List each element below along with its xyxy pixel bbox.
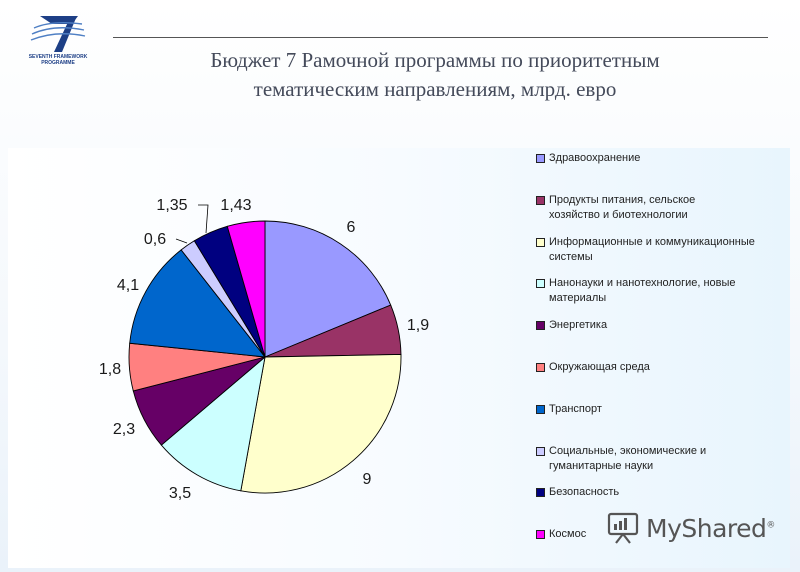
legend-label: Энергетика — [549, 319, 608, 332]
legend-item: Безопасность — [536, 485, 794, 500]
legend-label: Социальные, экономические и гуманитарные … — [549, 444, 707, 472]
legend-swatch — [536, 321, 545, 331]
legend-label: Здравоохранение — [549, 152, 641, 164]
pie-data-label: 4,1 — [117, 277, 139, 294]
legend-item: Информационные и коммуникационные системы — [536, 235, 794, 265]
page-title-line2: тематическим направлениям, млрд. евро — [253, 77, 617, 101]
pie-data-label: 1,8 — [99, 361, 121, 378]
label-leader-line — [175, 238, 188, 244]
seven-logo-icon — [30, 16, 86, 52]
pie-data-label: 2,3 — [113, 421, 135, 438]
logo-text-line1: SEVENTH FRAMEWORK — [28, 54, 88, 60]
myshared-watermark: MyShared® — [606, 508, 775, 548]
title-divider — [113, 37, 768, 38]
page-title-line1: Бюджет 7 Рамочной программы по приоритет… — [210, 48, 660, 72]
pie-slice — [226, 220, 266, 358]
pie-data-label: 1,43 — [220, 197, 251, 214]
pie-slice — [264, 220, 392, 358]
legend-item: Окружающая среда — [536, 360, 794, 375]
pie-slice — [129, 249, 267, 358]
legend-label: Окружающая среда — [549, 361, 650, 373]
pie-data-label: 1,35 — [156, 197, 187, 214]
legend-label: Космос — [549, 528, 587, 541]
legend-swatch — [536, 488, 545, 498]
legend-item: Здравоохранение — [536, 151, 794, 166]
pie-data-label: 0,6 — [144, 231, 166, 248]
pie-data-label: 9 — [363, 471, 372, 488]
legend-label: Продукты питания, сельское хозяйство и би… — [549, 193, 696, 221]
legend-label: Транспорт — [549, 402, 602, 415]
page-title: Бюджет 7 Рамочной программы по приоритет… — [100, 46, 770, 104]
legend-label: Безопасность — [549, 486, 620, 499]
legend-item: Социальные, экономические и гуманитарные … — [536, 444, 794, 474]
label-leader-line — [198, 204, 209, 234]
pie-slice — [240, 354, 402, 494]
legend-label: Нанонауки и нанотехнологие, новые материа… — [549, 277, 736, 305]
legend-swatch — [536, 279, 545, 289]
legend-swatch — [536, 195, 545, 205]
legend-item: Продукты питания, сельское хозяйство и би… — [536, 193, 794, 223]
legend-swatch — [536, 154, 545, 163]
logo-text-line2: PROGRAMME — [41, 60, 75, 66]
legend-swatch — [536, 446, 545, 456]
legend-item: Транспорт — [536, 402, 794, 417]
watermark-text: MyShared® — [646, 513, 775, 543]
legend-swatch — [536, 237, 545, 247]
legend-item: Энергетика — [536, 318, 794, 333]
pie-slice — [160, 355, 266, 492]
legend-label: Информационные и коммуникационные системы — [549, 235, 755, 263]
seven-framework-logo: SEVENTH FRAMEWORK PROGRAMME — [26, 12, 90, 72]
pie-data-label: 6 — [347, 219, 356, 236]
legend-item: Космос — [536, 527, 794, 542]
legend-swatch — [536, 530, 545, 540]
legend-item: Нанонауки и нанотехнологие, новые материа… — [536, 276, 794, 306]
pie-data-label: 3,5 — [169, 485, 191, 502]
presentation-board-icon — [607, 512, 639, 544]
legend-swatch — [536, 404, 545, 414]
legend-swatch — [536, 363, 545, 372]
pie-data-label: 1,9 — [407, 317, 429, 334]
